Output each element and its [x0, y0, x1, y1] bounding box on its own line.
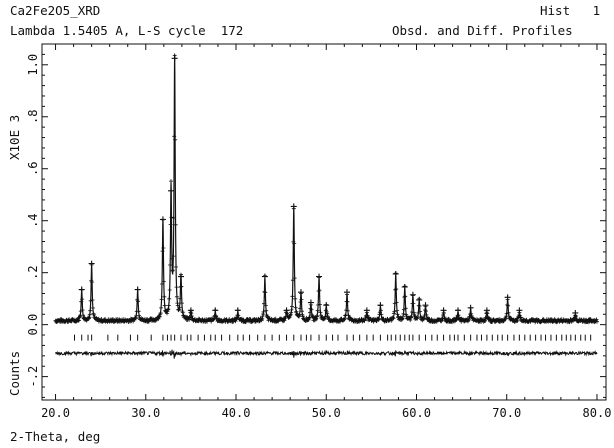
peak-marker-16	[323, 302, 330, 309]
peak-marker-6	[177, 273, 184, 280]
y-tick-label-6: 1.0	[26, 54, 40, 76]
peak-marker-23	[416, 296, 423, 303]
y-tick-label-4: .6	[26, 162, 40, 176]
peak-marker-28	[483, 307, 490, 314]
y-tick-label-3: .4	[26, 213, 40, 227]
peak-marker-12	[290, 203, 297, 210]
peak-marker-29	[504, 294, 511, 301]
y-tick-label-2: .2	[26, 265, 40, 279]
peak-marker-30	[516, 307, 523, 314]
profiles-label: Obsd. and Diff. Profiles	[392, 23, 573, 38]
y-tick-label-0: -.2	[26, 366, 40, 388]
peak-marker-20	[392, 270, 399, 277]
y-axis-label: Counts	[7, 351, 22, 396]
peak-marker-14	[307, 299, 314, 306]
peak-marker-19	[377, 302, 384, 309]
peak-marker-4	[168, 187, 175, 194]
peak-marker-9	[234, 307, 241, 314]
peak-marker-22	[409, 291, 416, 298]
difference-curve	[55, 349, 598, 359]
y-axis-scale-label: X10E 3	[7, 115, 22, 160]
peak-marker-18	[363, 307, 370, 314]
peak-marker-27	[467, 304, 474, 311]
x-tick-label-6: 80.0	[583, 406, 612, 420]
x-axis-label: 2-Theta, deg	[10, 429, 100, 444]
x-tick-label-2: 40.0	[222, 406, 251, 420]
file-title: Ca2Fe2O5_XRD	[10, 3, 101, 18]
x-tick-label-5: 70.0	[492, 406, 521, 420]
calculated-profile-line	[55, 54, 597, 322]
peak-marker-21	[401, 283, 408, 290]
peak-marker-17	[344, 289, 351, 296]
peak-marker-3	[159, 216, 166, 223]
y-tick-label-5: .8	[26, 110, 40, 124]
peak-marker-10	[261, 273, 268, 280]
x-tick-label-4: 60.0	[402, 406, 431, 420]
peak-marker-1	[88, 260, 95, 267]
x-tick-label-1: 30.0	[131, 406, 160, 420]
peak-marker-25	[440, 307, 447, 314]
lambda-cycle-label: Lambda 1.5405 A, L-S cycle 172	[10, 23, 244, 38]
x-tick-label-0: 20.0	[41, 406, 70, 420]
peak-marker-26	[455, 307, 462, 314]
peak-marker-8	[212, 307, 219, 314]
peak-marker-2	[134, 286, 141, 293]
peak-marker-5	[171, 55, 178, 62]
peak-marker-11	[283, 307, 290, 314]
peak-marker-24	[422, 302, 429, 309]
peak-marker-13	[297, 289, 304, 296]
observed-profile-points	[53, 53, 599, 325]
y-tick-label-1: 0.0	[26, 314, 40, 336]
peak-marker-0	[78, 286, 85, 293]
plot-frame	[41, 43, 607, 401]
x-tick-label-3: 50.0	[312, 406, 341, 420]
peak-marker-7	[187, 307, 194, 314]
peak-marker-31	[572, 309, 579, 316]
histogram-label: Hist 1	[540, 3, 601, 18]
peak-marker-15	[316, 273, 323, 280]
